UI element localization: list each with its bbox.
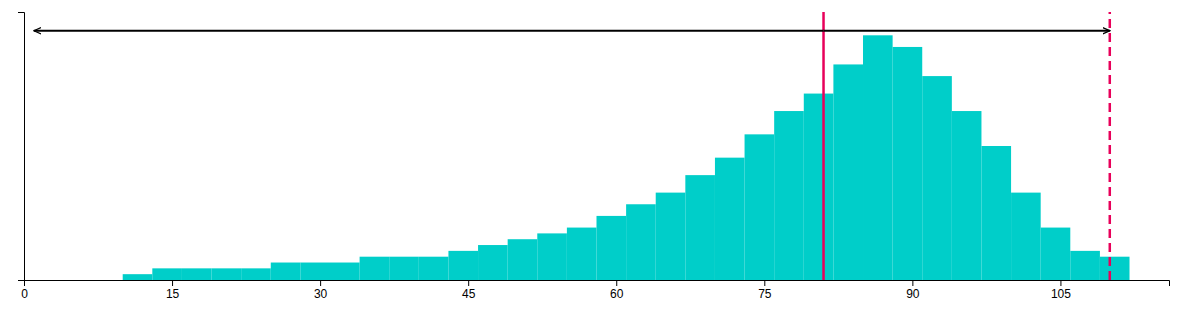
bar — [863, 35, 893, 280]
arrow — [824, 30, 1110, 32]
x-tick: 105 — [1051, 280, 1071, 301]
bar — [1070, 251, 1100, 280]
bar — [715, 158, 745, 280]
x-tick: 90 — [906, 280, 920, 301]
bar — [419, 257, 449, 280]
bar — [597, 216, 627, 280]
x-tick-label: 15 — [166, 287, 180, 301]
bar — [182, 268, 212, 280]
bar — [922, 76, 952, 280]
y-axis-line — [18, 13, 25, 281]
x-tick: 15 — [166, 280, 180, 301]
x-tick-label: 75 — [758, 287, 772, 301]
vertical-line — [822, 12, 825, 280]
bar — [508, 239, 538, 280]
bar — [123, 274, 153, 280]
x-axis: 0 15 30 45 60 75 90 105 — [21, 280, 1169, 301]
bar — [1011, 193, 1041, 280]
plot-area: 0 15 30 45 60 75 90 105 — [18, 12, 1170, 301]
x-tick-label: 30 — [314, 287, 328, 301]
bar — [241, 268, 271, 280]
bar — [745, 134, 775, 280]
bar — [537, 233, 567, 280]
bar — [685, 175, 715, 280]
x-tick-label: 90 — [906, 287, 920, 301]
bar — [360, 257, 390, 280]
bar — [656, 193, 686, 280]
x-tick-mark — [468, 280, 469, 286]
bar — [389, 257, 419, 280]
x-tick: 45 — [462, 280, 476, 301]
x-tick-mark — [912, 280, 913, 286]
x-tick: 75 — [758, 280, 772, 301]
vertical-line — [1109, 12, 1112, 280]
x-tick-mark — [320, 280, 321, 286]
bar — [774, 111, 804, 280]
bar — [981, 146, 1011, 280]
bar — [212, 268, 242, 280]
bar — [478, 245, 508, 280]
x-tick-label: 45 — [462, 287, 476, 301]
bar — [1041, 228, 1071, 280]
bar — [626, 204, 656, 280]
bar — [804, 94, 834, 280]
x-tick-mark — [616, 280, 617, 286]
arrow — [34, 30, 824, 32]
x-tick: 0 — [21, 280, 28, 301]
bar — [893, 47, 923, 280]
x-tick: 30 — [314, 280, 328, 301]
data-layer — [34, 12, 1130, 280]
chart: 0 15 30 45 60 75 90 105 — [0, 0, 1193, 310]
bar — [152, 268, 182, 280]
x-tick-mark — [172, 280, 173, 286]
bar — [330, 263, 360, 280]
x-tick-mark — [1060, 280, 1061, 286]
bars — [123, 35, 1130, 280]
bar — [271, 263, 301, 280]
x-tick-mark — [764, 280, 765, 286]
x-axis-line — [25, 281, 1170, 287]
x-tick-label: 0 — [21, 287, 28, 301]
y-axis — [18, 13, 25, 281]
bar — [448, 251, 478, 280]
bar — [833, 64, 863, 280]
x-tick-label: 60 — [610, 287, 624, 301]
bar — [1100, 257, 1130, 280]
x-tick-label: 105 — [1051, 287, 1071, 301]
x-tick: 60 — [610, 280, 624, 301]
bar — [952, 111, 982, 280]
bar — [300, 263, 330, 280]
bar — [567, 228, 597, 280]
